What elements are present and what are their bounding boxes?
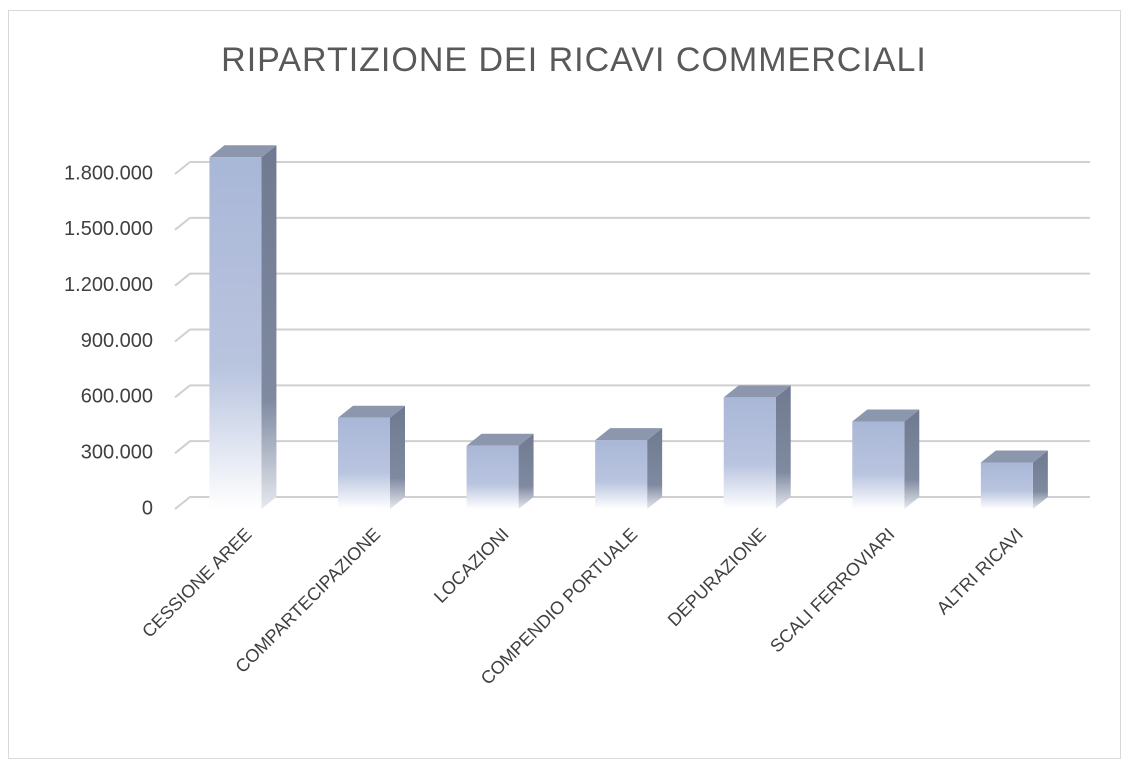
- bar: [338, 405, 405, 509]
- bar: [209, 145, 277, 509]
- bar-face: [390, 405, 405, 509]
- bar-face: [647, 428, 663, 509]
- bar-face: [723, 397, 776, 509]
- y-tick-label: 1.500.000: [64, 218, 153, 240]
- bar-face: [775, 385, 791, 509]
- bar-face: [261, 145, 277, 509]
- bar-face: [980, 450, 1048, 463]
- grid-line: [174, 328, 1090, 343]
- bar-face: [1032, 450, 1048, 509]
- chart-title: RIPARTIZIONE DEI RICAVI COMMERCIALI: [221, 41, 927, 79]
- grid-line: [174, 384, 1090, 399]
- grid-line: [174, 161, 1090, 175]
- bar: [980, 450, 1048, 509]
- bar-face: [595, 428, 663, 441]
- y-tick-label: 0: [142, 497, 153, 519]
- grid-line: [174, 216, 1090, 231]
- bar-face: [209, 145, 277, 158]
- bar-face: [209, 157, 262, 509]
- bar-face: [466, 445, 519, 509]
- bar-face: [852, 409, 920, 422]
- bar-face: [338, 417, 390, 509]
- bar-face: [518, 433, 534, 509]
- bar-face: [723, 385, 791, 398]
- bar: [723, 385, 791, 509]
- grid-line: [174, 272, 1090, 287]
- bar-face: [338, 405, 405, 418]
- bar: [466, 433, 534, 509]
- y-tick-label: 900.000: [81, 330, 153, 352]
- bar-face: [595, 440, 648, 509]
- y-tick-label: 300.000: [81, 441, 153, 463]
- bar-face: [852, 421, 905, 509]
- y-tick-label: 600.000: [81, 386, 153, 408]
- bar-face: [980, 462, 1033, 509]
- bar-face: [904, 409, 920, 509]
- bar: [595, 428, 663, 509]
- bar-face: [466, 433, 534, 446]
- bar: [852, 409, 920, 509]
- y-tick-label: 1.200.000: [64, 274, 153, 296]
- y-tick-label: 1.800.000: [64, 162, 153, 184]
